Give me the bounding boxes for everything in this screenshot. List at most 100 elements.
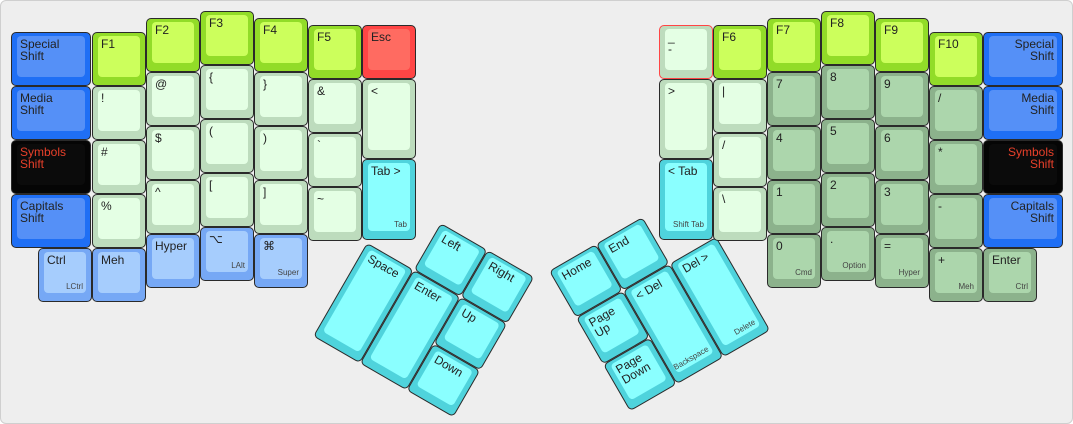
- keycap-top: [314, 83, 356, 124]
- key-label: 0: [776, 239, 783, 253]
- keycap-top: [827, 15, 869, 56]
- key-symbol[interactable]: + Meh: [929, 248, 983, 302]
- key-sublabel: Option: [842, 261, 866, 270]
- key-6[interactable]: 6: [875, 126, 929, 180]
- keycap-top: [827, 69, 869, 110]
- key-symbol[interactable]: @: [146, 72, 200, 126]
- key-label: Enter: [992, 253, 1021, 267]
- keycap-top: [368, 29, 410, 70]
- keycap-top: [881, 130, 923, 171]
- keycap-top: [881, 76, 923, 117]
- key-symbol[interactable]: #: [92, 140, 146, 194]
- key-label: ]: [263, 185, 267, 199]
- key-symbol[interactable]: `: [308, 133, 362, 187]
- key--tab[interactable]: < Tab Shift Tab: [659, 159, 713, 240]
- key-symbol[interactable]: ): [254, 126, 308, 180]
- keycap-top: [17, 144, 85, 185]
- key-symbol[interactable]: ]: [254, 180, 308, 234]
- key-label: Ctrl: [47, 253, 66, 267]
- key-2[interactable]: 2: [821, 173, 875, 227]
- key-capitals-shift[interactable]: Capitals Shift: [11, 194, 91, 248]
- key-f2[interactable]: F2: [146, 18, 200, 72]
- key-esc[interactable]: Esc: [362, 25, 416, 79]
- keycap-top: [206, 15, 248, 56]
- key-symbol[interactable]: ^: [146, 180, 200, 234]
- key-tab-[interactable]: Tab > Tab: [362, 159, 416, 240]
- key---[interactable]: _ -: [659, 25, 713, 79]
- key-0[interactable]: 0 Cmd: [767, 234, 821, 288]
- key-symbol[interactable]: <: [362, 79, 416, 159]
- key-ctrl[interactable]: Ctrl LCtrl: [38, 248, 92, 302]
- key-label: F10: [938, 37, 959, 51]
- key-label: }: [263, 77, 268, 91]
- key-3[interactable]: 3: [875, 180, 929, 234]
- key-sublabel: LAlt: [231, 261, 245, 270]
- key-9[interactable]: 9: [875, 72, 929, 126]
- key-symbols-shift[interactable]: Symbols Shift: [11, 140, 91, 194]
- key-symbol[interactable]: &: [308, 79, 362, 133]
- key-f6[interactable]: F6: [713, 25, 767, 79]
- key-symbol[interactable]: }: [254, 72, 308, 126]
- key-meh[interactable]: Meh: [92, 248, 146, 302]
- keycap-top: [881, 238, 923, 279]
- key-label: 2: [830, 178, 837, 192]
- key-label: >: [668, 84, 676, 98]
- key-special-shift[interactable]: Special Shift: [983, 32, 1063, 86]
- key-symbol[interactable]: (: [200, 119, 254, 173]
- key-1[interactable]: 1: [767, 180, 821, 234]
- key-media-shift[interactable]: Media Shift: [11, 86, 91, 140]
- key-symbol[interactable]: !: [92, 86, 146, 140]
- keycap-top: [260, 76, 302, 117]
- key-symbol[interactable]: >: [659, 79, 713, 159]
- key-sublabel: Ctrl: [1015, 282, 1028, 291]
- keycap-top: [881, 184, 923, 225]
- key-f8[interactable]: F8: [821, 11, 875, 65]
- key-symbol[interactable]: |: [713, 79, 767, 133]
- key-symbol[interactable]: /: [713, 133, 767, 187]
- keycap-top: [665, 29, 707, 70]
- key-label: /: [938, 91, 942, 105]
- key-label: <: [371, 84, 379, 98]
- key-capitals-shift[interactable]: Capitals Shift: [983, 194, 1063, 248]
- key-f5[interactable]: F5: [308, 25, 362, 79]
- key-label: -: [938, 199, 942, 213]
- key-label: Special Shift: [1014, 37, 1054, 63]
- key-label: Special Shift: [20, 37, 60, 63]
- key-label: 6: [884, 131, 891, 145]
- key-symbol[interactable]: $: [146, 126, 200, 180]
- keycap-top: [152, 238, 194, 279]
- key-symbol[interactable]: %: [92, 194, 146, 248]
- key-8[interactable]: 8: [821, 65, 875, 119]
- key-symbol[interactable]: [: [200, 173, 254, 227]
- key-symbol[interactable]: ⌘ Super: [254, 234, 308, 288]
- key-f3[interactable]: F3: [200, 11, 254, 65]
- key-symbol[interactable]: /: [929, 86, 983, 140]
- key-symbol[interactable]: . Option: [821, 227, 875, 281]
- key-symbol[interactable]: = Hyper: [875, 234, 929, 288]
- key-f10[interactable]: F10: [929, 32, 983, 86]
- key-symbol[interactable]: *: [929, 140, 983, 194]
- key-enter[interactable]: Enter Ctrl: [983, 248, 1037, 302]
- key-5[interactable]: 5: [821, 119, 875, 173]
- key-f9[interactable]: F9: [875, 18, 929, 72]
- key-7[interactable]: 7: [767, 72, 821, 126]
- key-f7[interactable]: F7: [767, 18, 821, 72]
- key-f4[interactable]: F4: [254, 18, 308, 72]
- key-symbols-shift[interactable]: Symbols Shift: [983, 140, 1063, 194]
- key-media-shift[interactable]: Media Shift: [983, 86, 1063, 140]
- key-symbol[interactable]: ~: [308, 187, 362, 241]
- key-f1[interactable]: F1: [92, 32, 146, 86]
- key--[interactable]: -: [929, 194, 983, 248]
- keycap-top: [98, 198, 140, 239]
- keycap-top: [989, 198, 1057, 239]
- key-symbol[interactable]: {: [200, 65, 254, 119]
- key-special-shift[interactable]: Special Shift: [11, 32, 91, 86]
- key-hyper[interactable]: Hyper: [146, 234, 200, 288]
- keycap-top: [206, 123, 248, 164]
- keycap-top: [935, 90, 977, 131]
- key-symbol[interactable]: ⌥ LAlt: [200, 227, 254, 281]
- key-symbol[interactable]: \: [713, 187, 767, 241]
- keycap-top: [17, 198, 85, 239]
- key-4[interactable]: 4: [767, 126, 821, 180]
